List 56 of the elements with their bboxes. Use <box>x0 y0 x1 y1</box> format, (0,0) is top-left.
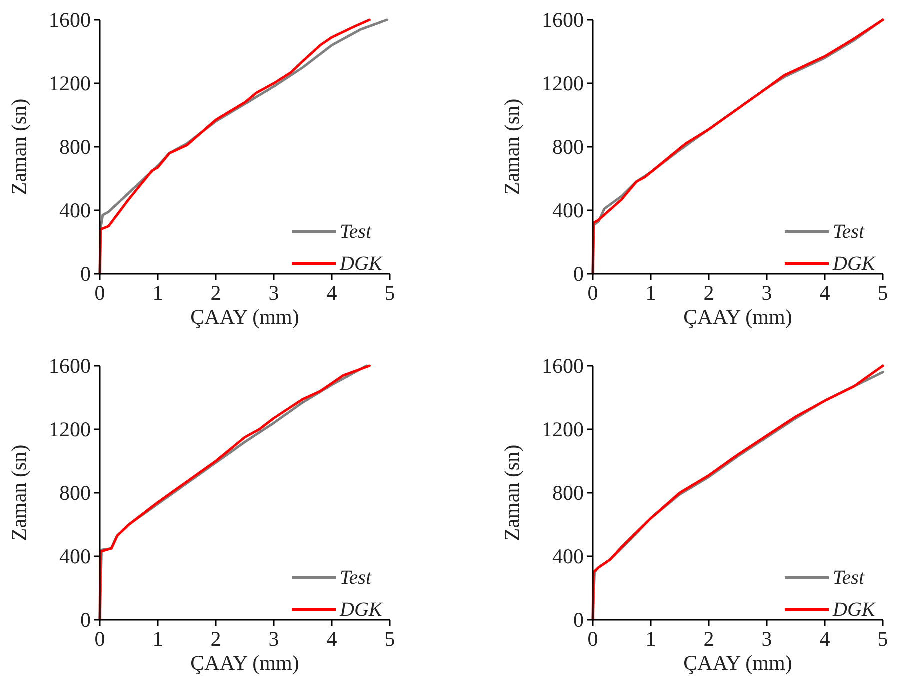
x-tick-label: 5 <box>384 627 396 651</box>
x-tick-label: 4 <box>326 281 338 305</box>
x-tick-label: 4 <box>820 281 831 305</box>
x-tick-label: 1 <box>152 627 164 651</box>
y-tick-label: 800 <box>60 135 91 159</box>
legend-label: DGK <box>832 599 877 621</box>
y-tick-label: 800 <box>552 135 584 159</box>
y-tick-label: 1600 <box>542 354 584 378</box>
x-axis-title: ÇAAY (mm) <box>190 651 300 675</box>
x-tick-label: 1 <box>646 281 656 305</box>
y-axis-title: Zaman (sn) <box>7 444 31 542</box>
x-tick-label: 5 <box>878 281 888 305</box>
y-tick-label: 800 <box>552 481 584 505</box>
legend-label: Test <box>833 221 865 243</box>
x-tick-label: 3 <box>268 627 280 651</box>
y-tick-label: 1200 <box>542 418 584 442</box>
y-axis-title: Zaman (sn) <box>500 98 524 196</box>
legend-label: Test <box>340 221 372 243</box>
x-tick-label: 2 <box>210 281 222 305</box>
x-axis-title: ÇAAY (mm) <box>684 651 792 675</box>
x-tick-label: 3 <box>762 627 772 651</box>
x-tick-label: 1 <box>152 281 164 305</box>
legend-label: Test <box>340 567 372 589</box>
y-tick-label: 0 <box>574 608 584 632</box>
y-tick-label: 400 <box>552 198 584 222</box>
y-tick-label: 400 <box>60 198 91 222</box>
x-tick-label: 5 <box>384 281 396 305</box>
y-tick-label: 400 <box>60 544 91 568</box>
y-tick-label: 1200 <box>49 72 91 96</box>
y-tick-label: 400 <box>552 544 584 568</box>
y-tick-label: 800 <box>60 481 91 505</box>
y-tick-label: 0 <box>80 608 91 632</box>
x-tick-label: 1 <box>646 627 656 651</box>
y-axis-title: Zaman (sn) <box>500 444 524 542</box>
y-tick-label: 1200 <box>542 72 584 96</box>
y-tick-label: 1600 <box>49 8 91 32</box>
x-axis-title: ÇAAY (mm) <box>190 305 300 329</box>
legend-label: Test <box>833 567 865 589</box>
x-tick-label: 2 <box>704 627 714 651</box>
legend-label: DGK <box>339 253 384 275</box>
x-tick-label: 4 <box>326 627 338 651</box>
x-tick-label: 4 <box>820 627 831 651</box>
x-tick-label: 5 <box>878 627 888 651</box>
legend-label: DGK <box>832 253 877 275</box>
x-axis-title: ÇAAY (mm) <box>684 305 792 329</box>
x-tick-label: 3 <box>268 281 280 305</box>
legend-label: DGK <box>339 599 384 621</box>
y-tick-label: 1200 <box>49 418 91 442</box>
x-tick-label: 2 <box>704 281 714 305</box>
y-tick-label: 0 <box>80 262 91 286</box>
x-tick-label: 3 <box>762 281 772 305</box>
y-axis-title: Zaman (sn) <box>7 98 31 196</box>
y-tick-label: 1600 <box>49 354 91 378</box>
x-tick-label: 2 <box>210 627 222 651</box>
y-tick-label: 1600 <box>542 8 584 32</box>
y-tick-label: 0 <box>574 262 584 286</box>
